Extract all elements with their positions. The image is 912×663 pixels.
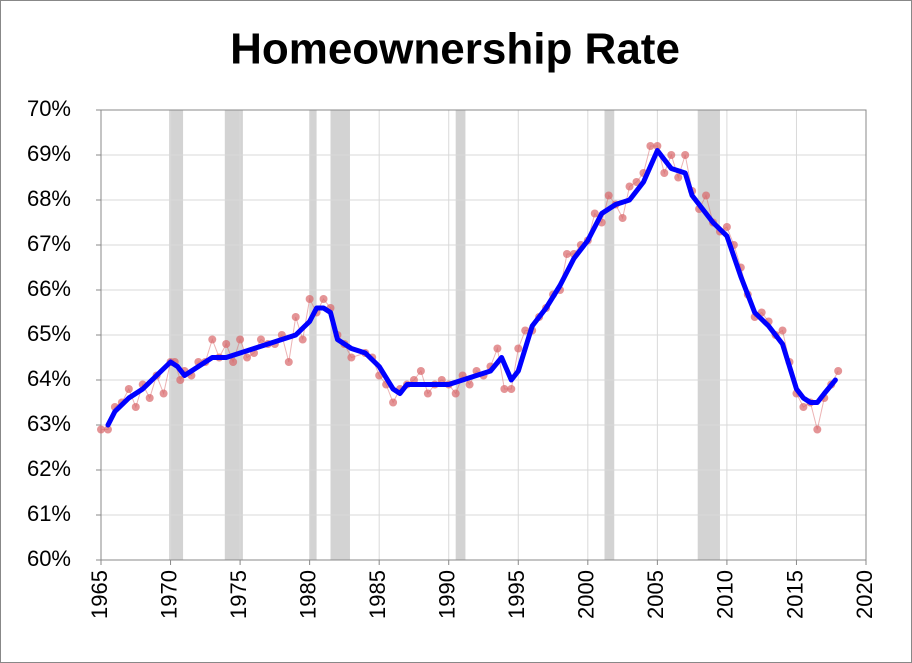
data-point [632,178,641,186]
data-point [176,376,185,384]
data-point [159,389,168,398]
y-tick-label: 62% [27,456,71,481]
data-point [389,398,398,407]
y-tick-label: 63% [27,411,71,436]
data-point [681,151,690,159]
data-point [799,403,808,411]
data-point [298,335,307,344]
y-tick-label: 70% [27,96,71,121]
data-point [103,425,112,434]
data-point [507,385,516,393]
data-point [813,425,822,434]
data-point [124,385,133,393]
data-point [660,169,669,177]
x-tick-label: 2020 [852,570,877,619]
trend-line [105,148,838,428]
data-point [229,358,238,366]
x-tick-label: 2015 [782,570,807,619]
data-point [131,403,140,411]
data-point [590,209,599,218]
plot-frame [100,109,867,561]
data-point [722,223,731,231]
y-tick-label: 60% [27,546,71,571]
data-point [625,182,634,191]
data-point [604,191,613,200]
data-point [208,335,217,344]
data-point [451,389,460,398]
data-point [646,142,655,150]
x-tick-label: 1975 [226,570,251,619]
data-point [493,344,502,353]
data-point [674,173,683,182]
data-point [500,385,509,393]
x-tick-label: 1985 [365,570,390,619]
data-point [284,358,293,366]
y-tick-label: 67% [27,231,71,256]
data-point [97,425,105,434]
x-tick-label: 1980 [295,570,320,619]
data-point [291,313,300,321]
x-tick-label: 2010 [713,570,738,619]
data-point [618,214,627,222]
x-tick-label: 1995 [504,570,529,619]
data-point [347,353,356,362]
data-point [653,142,662,150]
y-tick-label: 66% [27,276,71,301]
y-tick-label: 61% [27,501,71,526]
data-point [256,335,265,344]
data-point [145,394,154,402]
x-tick-label: 1965 [87,570,112,619]
data-point [562,250,571,258]
data-point [465,380,474,389]
data-point [243,353,252,362]
y-tick-label: 64% [27,366,71,391]
data-point [521,326,530,335]
x-tick-label: 2005 [643,570,668,619]
y-tick-label: 69% [27,141,71,166]
data-point [514,344,523,353]
x-tick-label: 1990 [435,570,460,619]
data-point [236,335,245,344]
data-point [416,367,425,375]
data-point [319,295,328,303]
data-point [778,326,787,335]
data-point [423,389,432,398]
x-tick-label: 2000 [574,570,599,619]
y-tick-label: 68% [27,186,71,211]
data-point [222,340,231,348]
data-point [667,151,676,159]
data-point [305,295,314,303]
y-tick-label: 65% [27,321,71,346]
x-tick-label: 1970 [156,570,181,619]
chart-title: Homeownership Rate [230,25,680,74]
data-point [702,191,711,200]
data-point [834,367,843,375]
